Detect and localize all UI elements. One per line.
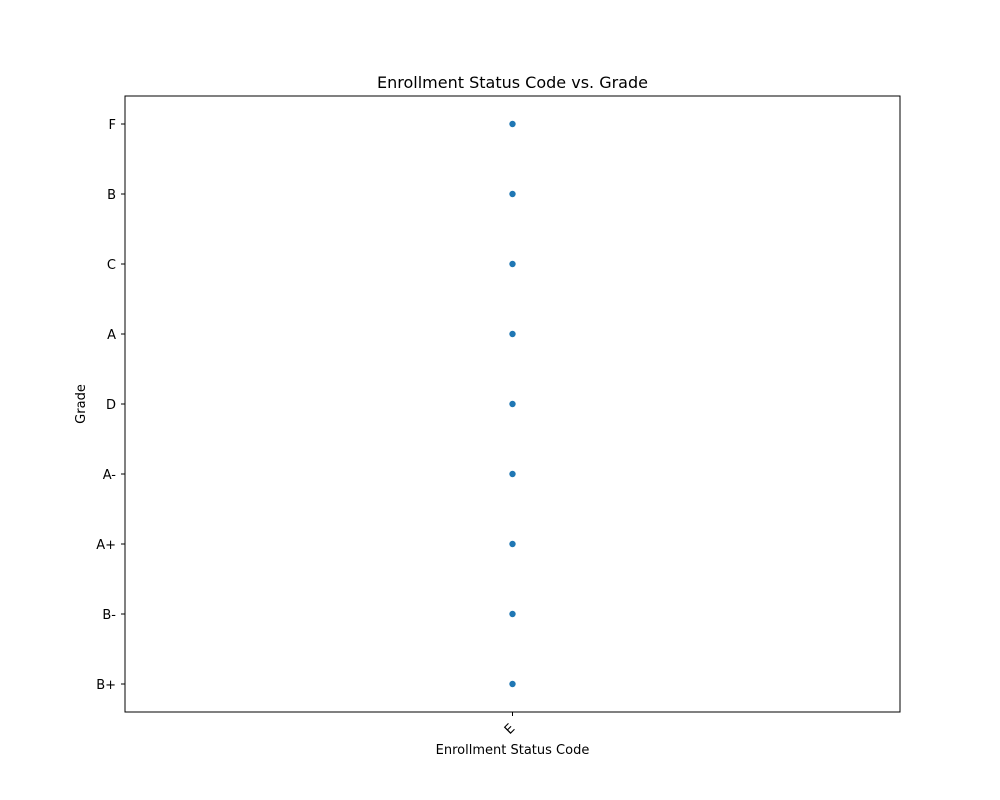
y-tick-label-bplus: B+ — [96, 678, 116, 693]
y-tick-label-f: F — [109, 118, 116, 133]
chart-title: Enrollment Status Code vs. Grade — [377, 73, 648, 92]
data-point-e-d — [508, 400, 517, 408]
y-tick-label-d: D — [106, 398, 116, 413]
data-point-e-bminus — [508, 610, 517, 618]
y-tick-label-bminus: B- — [102, 608, 116, 623]
data-point-e-bplus — [508, 680, 517, 688]
data-point-e-c — [508, 260, 517, 268]
data-point-e-f — [508, 120, 517, 128]
data-point-e-a — [508, 330, 517, 338]
x-axis-label: Enrollment Status Code — [436, 743, 590, 758]
data-point-e-aplus — [508, 540, 517, 548]
y-axis-label: Grade — [74, 384, 89, 424]
data-point-e-aminus — [508, 470, 517, 478]
y-tick-label-aplus: A+ — [96, 538, 116, 553]
y-tick-label-aminus: A- — [103, 468, 117, 483]
y-tick-label-a: A — [107, 328, 116, 343]
y-tick-label-c: C — [107, 258, 116, 273]
y-tick-label-b: B — [107, 188, 116, 203]
data-point-e-b — [508, 190, 517, 198]
plot-frame — [124, 95, 901, 713]
